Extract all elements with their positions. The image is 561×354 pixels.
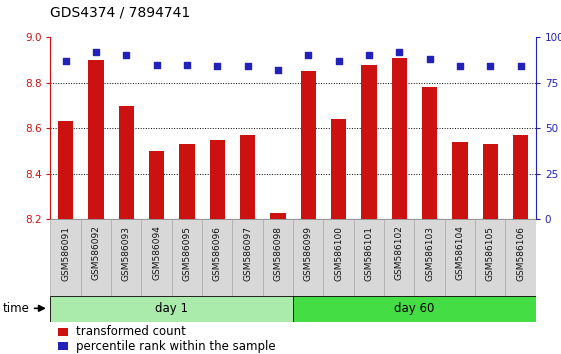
Bar [111, 219, 141, 296]
Bar [270, 213, 286, 219]
Bar [452, 142, 467, 219]
Bar [149, 151, 164, 219]
Bar [89, 60, 104, 219]
Bar [392, 58, 407, 219]
Text: GSM586094: GSM586094 [152, 225, 161, 280]
Bar [81, 219, 111, 296]
Text: GSM586100: GSM586100 [334, 225, 343, 281]
Point [395, 49, 404, 55]
Text: GSM586106: GSM586106 [516, 225, 525, 281]
Text: GDS4374 / 7894741: GDS4374 / 7894741 [50, 5, 191, 19]
Bar [361, 64, 376, 219]
Point [152, 62, 161, 67]
Text: GSM586091: GSM586091 [61, 225, 70, 281]
Point [456, 63, 465, 69]
Bar [331, 119, 346, 219]
Bar [505, 219, 536, 296]
Point [486, 63, 495, 69]
Bar [301, 72, 316, 219]
Point [334, 58, 343, 64]
Text: GSM586104: GSM586104 [456, 225, 465, 280]
Point [273, 67, 282, 73]
Text: GSM586098: GSM586098 [273, 225, 282, 281]
Bar [58, 327, 68, 336]
Bar [475, 219, 505, 296]
Bar [240, 135, 255, 219]
Bar [384, 219, 415, 296]
Point [61, 58, 70, 64]
Point [213, 63, 222, 69]
Text: GSM586097: GSM586097 [243, 225, 252, 281]
Bar [293, 219, 324, 296]
Bar [445, 219, 475, 296]
Bar [202, 219, 232, 296]
Point [516, 63, 525, 69]
Bar [58, 342, 68, 350]
Text: day 1: day 1 [155, 302, 188, 315]
Bar [119, 105, 134, 219]
Bar [513, 135, 528, 219]
Text: GSM586105: GSM586105 [486, 225, 495, 281]
Point [425, 56, 434, 62]
Text: time: time [3, 302, 30, 315]
Bar [172, 219, 202, 296]
Bar [232, 219, 263, 296]
Text: GSM586101: GSM586101 [365, 225, 374, 281]
Bar [482, 144, 498, 219]
Text: GSM586102: GSM586102 [395, 225, 404, 280]
Bar [58, 121, 73, 219]
Bar [354, 219, 384, 296]
Text: GSM586103: GSM586103 [425, 225, 434, 281]
Point [243, 63, 252, 69]
Point [304, 53, 313, 58]
Point [122, 53, 131, 58]
Text: day 60: day 60 [394, 302, 435, 315]
Bar [263, 219, 293, 296]
Bar [180, 144, 195, 219]
Text: percentile rank within the sample: percentile rank within the sample [76, 340, 275, 353]
Bar [415, 219, 445, 296]
Text: GSM586095: GSM586095 [182, 225, 191, 281]
Text: GSM586093: GSM586093 [122, 225, 131, 281]
Bar [324, 219, 354, 296]
Text: GSM586096: GSM586096 [213, 225, 222, 281]
Text: GSM586092: GSM586092 [91, 225, 100, 280]
Bar [141, 219, 172, 296]
Bar [422, 87, 437, 219]
Bar [210, 140, 225, 219]
Text: transformed count: transformed count [76, 325, 186, 338]
Bar [293, 296, 536, 322]
Point [182, 62, 191, 67]
Bar [50, 219, 81, 296]
Text: GSM586099: GSM586099 [304, 225, 313, 281]
Point [91, 49, 100, 55]
Point [365, 53, 374, 58]
Bar [50, 296, 293, 322]
